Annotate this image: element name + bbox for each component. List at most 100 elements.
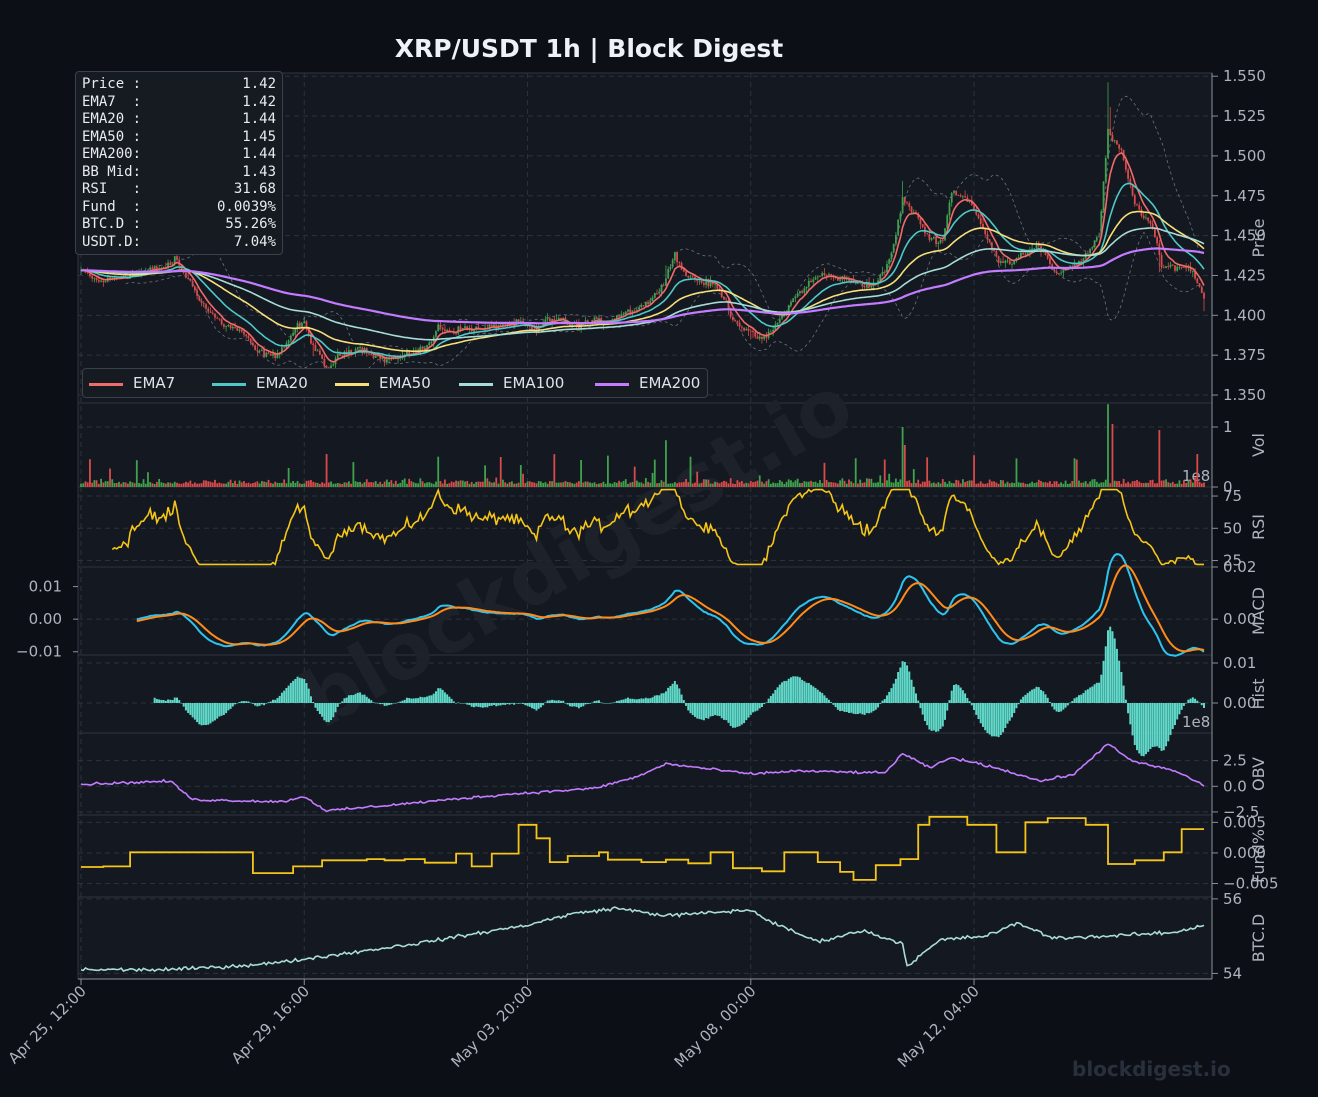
volume-bar [187,482,190,487]
candle-body [359,347,361,349]
candle-body [955,191,958,196]
volume-bar [600,483,603,487]
volume-bar [740,481,743,487]
candle-body [459,326,462,330]
candle-body [1129,178,1132,184]
volume-bar [660,480,663,487]
volume-bar [316,482,319,487]
volume-bar [794,480,797,487]
hist-bar [162,699,165,703]
volume-bar [111,479,114,487]
volume-bar [1131,481,1134,487]
volume-bar [1111,424,1114,487]
hist-bar [910,679,913,703]
volume-bar [769,483,772,487]
volume-bar [1015,458,1018,487]
hist-bar [848,703,851,713]
candle-body [888,259,891,265]
volume-bar [1171,481,1174,487]
hist-bar [307,688,310,703]
legend-label: EMA50 [379,374,431,392]
volume-bar [106,481,109,487]
hist-bar [350,695,353,703]
volume-bar [481,481,484,487]
volume-bar [1133,480,1136,487]
hist-bar [459,703,462,704]
volume-bar [562,482,565,487]
volume-bar [109,468,111,487]
candle-body [1093,240,1096,247]
volume-bar [792,482,795,487]
hist-bar [508,703,511,705]
volume-bar [680,482,683,487]
candle-body [1091,246,1094,249]
candle-body [236,327,239,331]
hist-bar [450,698,453,703]
volume-bar [540,481,542,487]
hist-bar [781,682,784,703]
volume-bar [901,427,904,487]
volume-bar [747,483,750,487]
candle-body [627,309,629,312]
volume-bar [767,479,770,487]
volume-bar [946,483,949,487]
x-tick-label: May 03, 20:00 [448,982,537,1071]
candle-body [977,214,980,219]
candle-body [1156,237,1159,244]
candle-body [810,280,812,283]
volume-bar [115,483,118,487]
hist-bar [961,690,964,703]
candle-body [323,358,326,367]
hist-bar [1122,685,1125,703]
volume-bar [1006,481,1009,487]
volume-bar [865,478,868,487]
volume-bar [1060,482,1063,487]
candle-body [691,276,694,278]
volume-bar [515,483,518,487]
hist-bar [932,703,935,731]
candle-body [772,330,775,332]
volume-bar [1011,482,1013,487]
volume-bar [854,458,857,487]
candle-body [629,309,632,314]
volume-bar [408,478,411,487]
hist-bar [519,703,522,704]
candle-body [852,279,855,283]
hist-bar [899,667,902,703]
hist-bar [669,686,672,703]
y-tick-label: 0.01 [1223,654,1256,672]
hist-bar [743,703,746,724]
volume-bar [1109,483,1112,487]
hist-bar [796,676,799,703]
hist-bar [928,703,931,730]
hist-bar [423,697,426,703]
candle-body [863,286,866,288]
hist-bar [443,692,446,703]
candle-body [734,320,737,321]
candle-body [647,301,649,305]
candle-body [245,334,248,337]
candle-body [899,213,902,220]
volume-bar [211,482,214,487]
candle-body [1109,128,1112,136]
hist-bar [1028,691,1031,703]
hist-bar [789,677,792,703]
hist-bar [544,702,547,704]
candle-body [993,249,996,251]
candle-body [1102,181,1105,212]
volume-bar [888,473,891,487]
hist-bar [682,700,685,703]
candle-body [669,266,672,270]
volume-bar [412,482,415,487]
hist-bar [176,697,179,703]
hist-bar [1111,631,1114,703]
volume-bar [830,482,833,487]
hist-bar [251,703,254,704]
volume-bar [330,481,332,487]
volume-bar [828,482,830,487]
volume-bar [156,481,158,487]
hist-bar [1178,703,1181,715]
y-tick-label: 0.0 [1223,777,1247,795]
candle-body [318,350,321,355]
candle-body [258,350,261,352]
